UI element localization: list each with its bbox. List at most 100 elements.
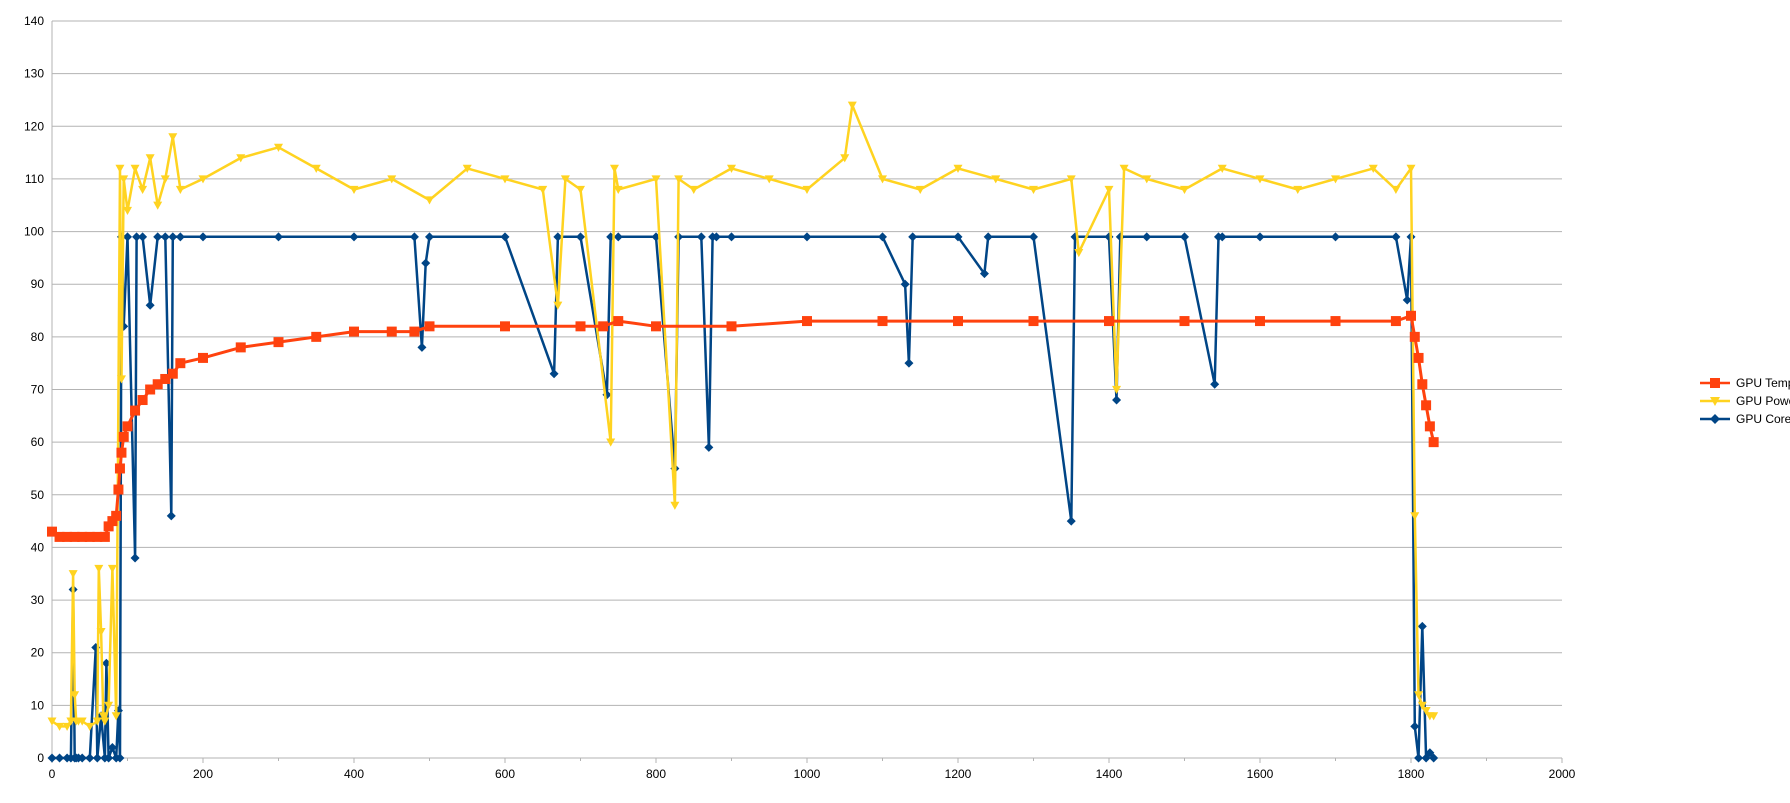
data-point bbox=[99, 531, 110, 542]
data-point bbox=[553, 232, 563, 242]
data-point bbox=[1391, 232, 1401, 242]
data-point bbox=[1406, 164, 1416, 173]
data-point bbox=[1255, 175, 1265, 184]
series-line bbox=[52, 235, 1435, 760]
data-point bbox=[1066, 175, 1076, 184]
data-point bbox=[160, 175, 170, 184]
data-point bbox=[54, 531, 65, 542]
data-point bbox=[425, 232, 434, 242]
data-point bbox=[145, 384, 156, 395]
legend-item-2: GPU Core Load [%] bbox=[1700, 412, 1790, 426]
y-tick-label: 130 bbox=[24, 67, 44, 81]
legend-marker bbox=[1710, 378, 1720, 388]
data-point bbox=[1410, 721, 1420, 731]
data-point bbox=[1255, 316, 1265, 327]
data-point bbox=[802, 232, 812, 242]
data-point bbox=[1028, 316, 1039, 327]
x-tick-label: 800 bbox=[646, 767, 666, 781]
data-point bbox=[116, 447, 127, 458]
data-point bbox=[152, 379, 163, 390]
data-point bbox=[802, 185, 812, 194]
data-point bbox=[123, 206, 132, 216]
data-point bbox=[1112, 385, 1122, 394]
y-tick-label: 110 bbox=[25, 172, 44, 186]
data-point bbox=[145, 154, 155, 163]
y-tick-label: 40 bbox=[31, 540, 45, 554]
data-point bbox=[1414, 691, 1424, 700]
data-point bbox=[1331, 232, 1340, 242]
data-point bbox=[274, 143, 283, 152]
data-point bbox=[1142, 175, 1152, 184]
data-point bbox=[77, 531, 88, 542]
data-point bbox=[175, 185, 185, 194]
data-point bbox=[1142, 232, 1152, 242]
data-point bbox=[273, 337, 284, 348]
y-tick-label: 80 bbox=[31, 330, 45, 344]
data-point bbox=[130, 405, 141, 416]
y-tick-label: 20 bbox=[31, 646, 45, 660]
data-point bbox=[1074, 249, 1084, 258]
y-tick-label: 30 bbox=[31, 593, 45, 607]
data-point bbox=[98, 712, 108, 721]
data-point bbox=[92, 753, 102, 763]
data-point bbox=[130, 164, 140, 173]
data-point bbox=[500, 232, 510, 242]
data-point bbox=[576, 185, 585, 194]
gridlines bbox=[52, 20, 1562, 706]
data-point bbox=[111, 712, 121, 721]
data-point bbox=[114, 463, 125, 474]
data-point bbox=[69, 531, 80, 542]
data-point bbox=[47, 717, 57, 726]
data-point bbox=[387, 175, 397, 184]
data-point bbox=[425, 196, 434, 205]
data-point bbox=[878, 232, 887, 242]
data-point bbox=[96, 628, 106, 637]
y-tick-label: 90 bbox=[31, 277, 45, 291]
x-tick-label: 1600 bbox=[1247, 767, 1274, 781]
legend-item-1: GPU Power [W] bbox=[1700, 394, 1790, 408]
data-point bbox=[115, 164, 125, 173]
series-2 bbox=[47, 232, 1439, 763]
data-point bbox=[840, 154, 850, 163]
legend: GPU Temperature [°C] GPU Power [W] GPU Cor… bbox=[1700, 376, 1790, 426]
data-point bbox=[92, 717, 102, 726]
data-point bbox=[1424, 421, 1435, 432]
data-point bbox=[160, 373, 171, 384]
x-tick-label: 400 bbox=[344, 767, 364, 781]
data-point bbox=[1421, 400, 1432, 411]
data-point bbox=[651, 175, 661, 184]
data-point bbox=[198, 352, 208, 363]
legend-label: GPU Power [W] bbox=[1736, 394, 1790, 408]
data-point bbox=[915, 185, 925, 194]
data-point bbox=[613, 316, 624, 327]
x-tick-label: 1200 bbox=[945, 767, 972, 781]
data-point bbox=[77, 753, 87, 763]
data-point bbox=[168, 232, 178, 242]
series-1 bbox=[47, 101, 1439, 731]
data-point bbox=[1179, 316, 1190, 327]
series-layer bbox=[47, 101, 1439, 763]
data-point bbox=[198, 232, 208, 242]
data-point bbox=[84, 531, 95, 542]
data-point bbox=[500, 321, 510, 332]
data-point bbox=[1180, 185, 1189, 194]
data-point bbox=[138, 232, 148, 242]
data-point bbox=[349, 326, 359, 337]
data-point bbox=[1414, 753, 1424, 763]
data-point bbox=[651, 321, 661, 332]
data-point bbox=[904, 358, 914, 368]
data-point bbox=[68, 570, 78, 579]
data-point bbox=[1409, 331, 1420, 342]
data-point bbox=[47, 526, 57, 537]
data-point bbox=[1390, 316, 1401, 327]
data-point bbox=[1119, 164, 1129, 173]
data-point bbox=[953, 316, 963, 327]
y-tick-label: 0 bbox=[37, 751, 44, 765]
data-point bbox=[113, 484, 124, 495]
data-point bbox=[704, 442, 714, 452]
data-point bbox=[1029, 232, 1038, 242]
data-point bbox=[575, 321, 586, 332]
data-point bbox=[47, 753, 57, 763]
y-tick-label: 70 bbox=[31, 383, 45, 397]
